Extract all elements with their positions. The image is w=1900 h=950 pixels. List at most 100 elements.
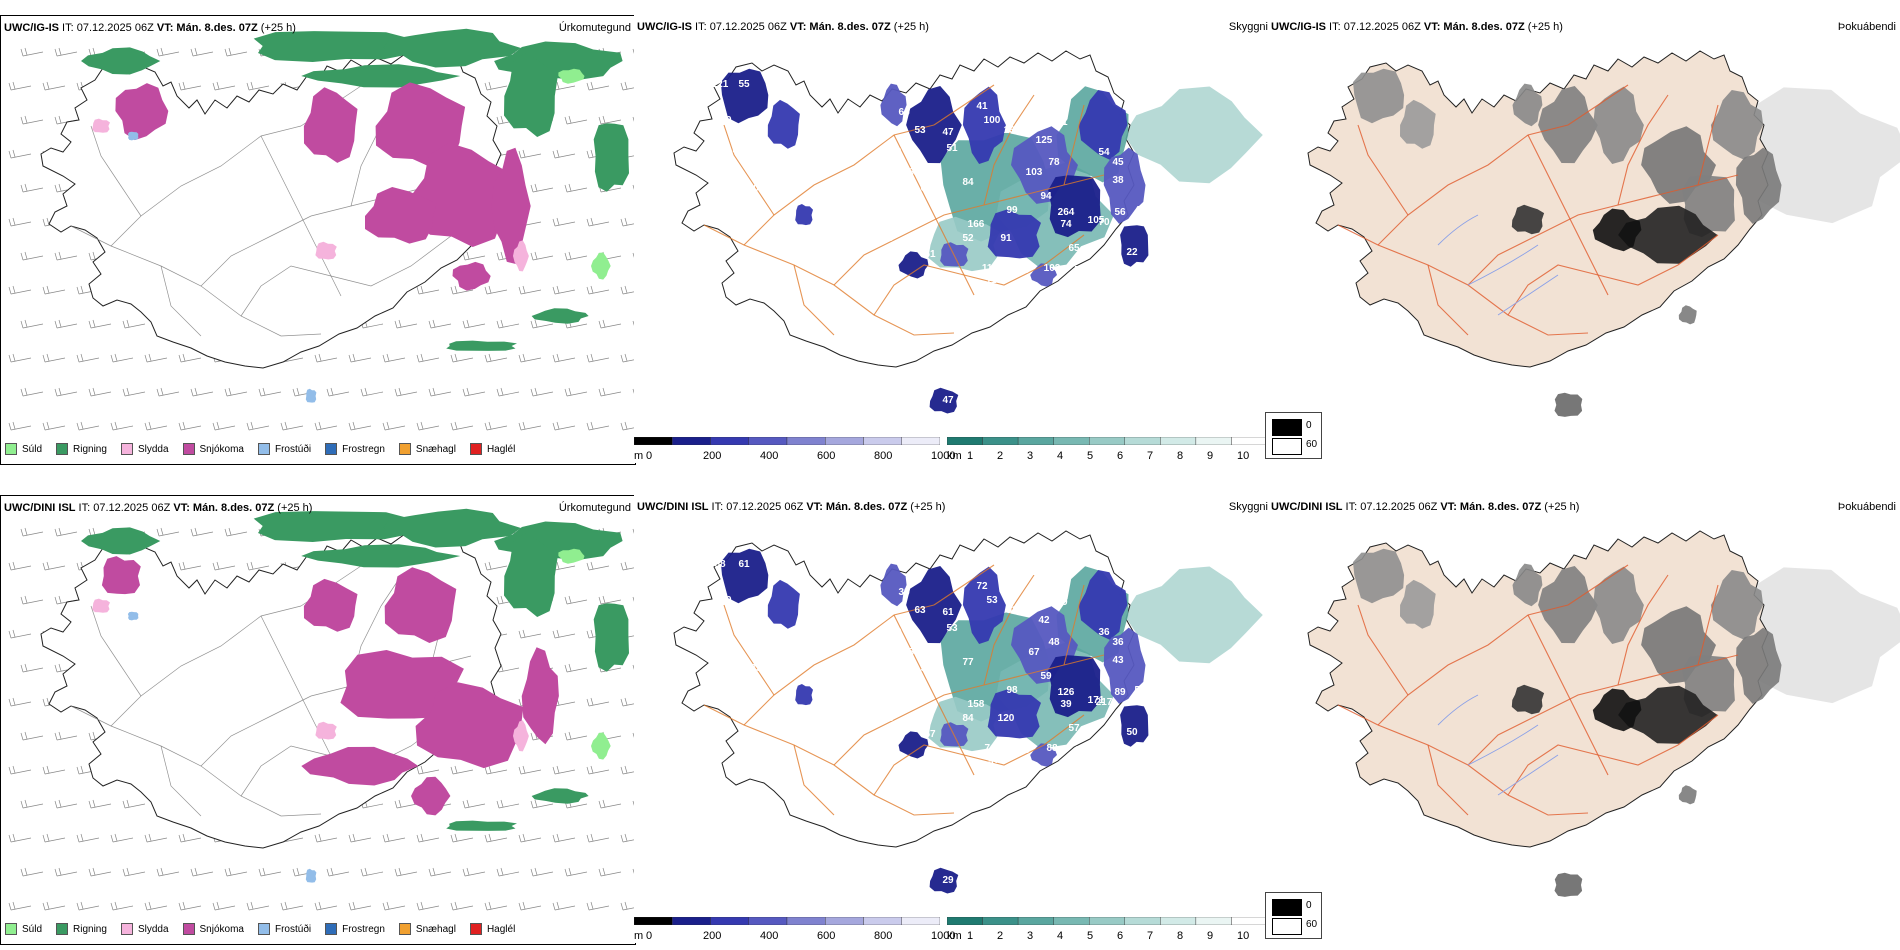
init-time: IT: 07.12.2025 06Z (75, 502, 174, 514)
vis-label: 22 (1126, 247, 1138, 258)
fog-map-row2 (1307, 530, 1900, 897)
elevation-tick: 200 (703, 930, 722, 942)
legend-rigning: Rigning (56, 923, 107, 935)
vis-label: 74 (1060, 219, 1072, 230)
vis-label: 137 (1004, 125, 1021, 136)
vis-label: 38 (898, 587, 910, 598)
legend-label: Haglél (486, 923, 516, 935)
visibility-swatch (1053, 917, 1090, 925)
legend-label: Frostregn (342, 923, 385, 935)
vis-label: 132 (1018, 567, 1035, 578)
visibility-swatch (982, 437, 1019, 445)
elevation-tick: 1000 (931, 930, 956, 942)
vis-label: 67 (1028, 647, 1040, 658)
vis-label: 158 (968, 699, 985, 710)
vis-label: 55 (738, 79, 750, 90)
legend-label: Snæhagl (415, 923, 456, 935)
vis-label: 47 (988, 755, 1000, 766)
fog-legend-light (1272, 918, 1302, 935)
elevation-swatch (901, 437, 940, 445)
visibility-colorbar-row2: km 1 2 3 4 5 6 7 8 9 10 (947, 917, 1267, 943)
swatch-frostregn (325, 443, 338, 455)
vis-label: 38 (1112, 175, 1124, 186)
legend-label: Snjókoma (199, 443, 244, 455)
model-name: UWC/IG-IS (1271, 21, 1326, 33)
vis-label: 85 (750, 663, 762, 674)
vis-label: 62 (746, 605, 758, 616)
vis-label: 115 (1078, 755, 1095, 766)
visibility-tick: 6 (1117, 930, 1124, 942)
swatch-frostudi (257, 923, 270, 935)
elevation-unit: m (634, 450, 644, 462)
swatch-slydda (120, 443, 133, 455)
visibility-tick: 9 (1207, 450, 1214, 462)
swatch-suld (5, 923, 17, 935)
visibility-tick: 1 (967, 450, 974, 462)
elevation-tick: 800 (874, 450, 893, 462)
vis-label: 64 (758, 633, 770, 644)
panel-name: Skyggni (1228, 501, 1268, 513)
vis-label: 58 (714, 559, 726, 570)
vis-label: 126 (1058, 687, 1075, 698)
precip-map-row1 (8, 28, 635, 431)
vis-label: 94 (1040, 191, 1052, 202)
swatch-frostregn (325, 923, 338, 935)
legend-haglel: Haglél (469, 443, 515, 455)
vis-label: 85 (1098, 749, 1110, 760)
panel-title: UWC/IG-IS IT: 07.12.2025 06Z VT: Mán. 8.… (637, 21, 929, 33)
elevation-tick: 1000 (931, 450, 956, 462)
elevation-tick: 400 (760, 450, 779, 462)
elevation-swatch (710, 437, 749, 445)
elevation-swatch (634, 437, 673, 445)
visibility-color-ramp (947, 437, 1267, 445)
vis-label: 60 (720, 115, 732, 126)
swatch-snaehagl (398, 443, 411, 455)
visibility-tick: 7 (1147, 450, 1154, 462)
vis-label: 65 (1068, 243, 1080, 254)
legend-rigning: Rigning (56, 443, 107, 455)
visibility-swatch (1160, 437, 1197, 445)
vis-label: 50 (1126, 727, 1138, 738)
vis-label: 65 (920, 183, 932, 194)
vis-label: 77 (962, 657, 974, 668)
elevation-swatch (901, 917, 940, 925)
vis-label: 61 (738, 559, 750, 570)
vis-label: 29 (1098, 253, 1110, 264)
legend-label: Súld (22, 923, 43, 935)
vis-label: 53 (914, 125, 926, 136)
vis-label: 107 (748, 183, 765, 194)
swatch-slydda (120, 923, 133, 935)
vis-label: 13 (882, 713, 894, 724)
init-time: IT: 07.12.2025 06Z (1326, 21, 1424, 33)
visibility-tick: 8 (1177, 930, 1184, 942)
model-name: UWC/DINI ISL (4, 502, 76, 514)
visibility-swatch (1195, 917, 1232, 925)
elevation-swatch (710, 917, 749, 925)
vis-label: 72 (976, 581, 988, 592)
vis-label: 63 (1074, 745, 1086, 756)
legend-frostregn: Frostregn (325, 923, 385, 935)
vis-label: 61 (942, 607, 954, 618)
visibility-swatch (982, 917, 1019, 925)
fog-panel-row1: UWC/IG-IS IT: 07.12.2025 06Z VT: Mán. 8.… (1268, 15, 1900, 463)
elevation-colorbar-row1: m 0 200 400 600 800 1000 (634, 437, 955, 463)
vis-label: 166 (968, 219, 985, 230)
vis-label: 56 (1114, 207, 1126, 218)
init-time: IT: 07.12.2025 06Z (1342, 501, 1441, 513)
legend-suld: Súld (5, 443, 42, 455)
swatch-snaehagl (398, 923, 411, 935)
vis-label: 66 (890, 147, 902, 158)
valid-time: VT: Mán. 8.des. 07Z (789, 21, 891, 33)
elevation-swatch (786, 437, 826, 445)
swatch-rigning (56, 923, 69, 935)
vis-label: 57 (924, 729, 936, 740)
vis-label: 91 (1000, 233, 1012, 244)
legend-label: Frostregn (342, 443, 385, 455)
vis-label: 125 (1036, 135, 1053, 146)
vis-label: 42 (1134, 205, 1146, 216)
visibility-swatch (1017, 917, 1054, 925)
elevation-swatch (825, 917, 864, 925)
precip-panel-row1: UWC/IG-IS IT: 07.12.2025 06Z VT: Mán. 8.… (0, 15, 636, 465)
